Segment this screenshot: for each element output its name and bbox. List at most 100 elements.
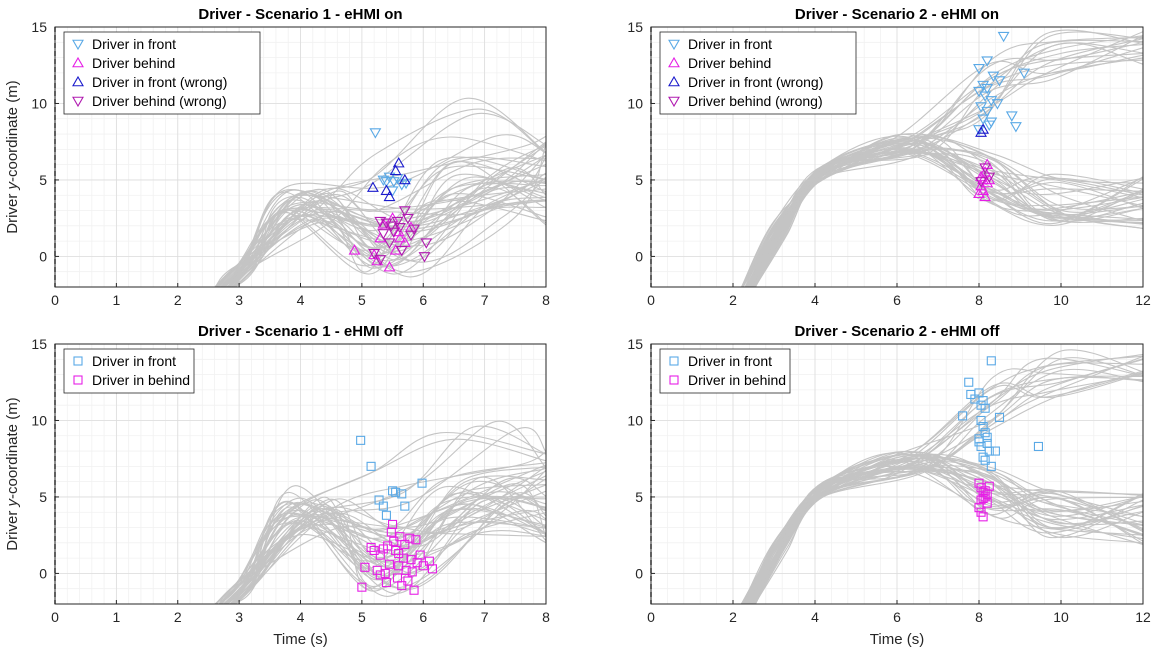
data-point (975, 177, 987, 188)
legend-marker (73, 356, 83, 366)
data-point (387, 227, 400, 239)
series-2 (366, 157, 411, 202)
trajectory-curve (754, 460, 1143, 604)
y-tick-label: 5 (39, 172, 47, 188)
series-1 (357, 519, 438, 595)
data-point (982, 432, 992, 442)
trajectory-curve (231, 508, 546, 604)
data-point (976, 415, 986, 426)
series-0 (958, 356, 1043, 471)
trajectory-curve (753, 150, 1143, 287)
trajectory-curve (745, 468, 1143, 604)
data-point (978, 452, 988, 462)
trajectory-curve (752, 469, 1143, 604)
data-point (984, 481, 994, 491)
trajectory-curve (234, 466, 546, 604)
data-point (981, 106, 994, 118)
trajectory-curves (741, 29, 1143, 287)
data-point (978, 422, 988, 432)
legend-marker (668, 56, 680, 68)
trajectory-curve (229, 176, 546, 287)
x-tick-label: 0 (647, 609, 655, 625)
x-tick-label: 8 (975, 292, 983, 308)
legend-marker (668, 39, 680, 51)
data-point (366, 542, 376, 552)
x-tick-label: 2 (729, 609, 737, 625)
data-point (383, 190, 396, 202)
x-tick-label: 2 (174, 292, 182, 308)
trajectory-curve (749, 376, 1143, 604)
y-tick-label: 5 (39, 489, 47, 505)
data-point (980, 428, 990, 438)
trajectory-curve (754, 466, 1143, 604)
legend-marker (669, 356, 679, 366)
legend-label: Driver in behind (92, 372, 190, 388)
legend-label: Driver behind (wrong) (688, 93, 823, 109)
data-point (407, 567, 417, 577)
data-point (380, 184, 393, 195)
legend-marker (668, 96, 680, 108)
data-point (991, 99, 1004, 110)
trajectory-curve (215, 157, 546, 287)
x-tick-label: 1 (112, 292, 120, 308)
x-tick-label: 5 (358, 609, 366, 625)
y-tick-label: 10 (31, 412, 47, 428)
trajectory-curve (223, 134, 546, 287)
series-1 (974, 478, 994, 522)
data-point (986, 461, 996, 471)
trajectory-curve (221, 451, 546, 604)
data-point (977, 123, 990, 134)
y-tick-label: 5 (635, 172, 643, 188)
trajectory-curve (743, 370, 1143, 604)
trajectory-curve (219, 484, 546, 604)
trajectory-curve (226, 156, 546, 287)
data-point (375, 550, 385, 560)
legend-label: Driver behind (wrong) (92, 93, 227, 109)
x-tick-label: 2 (174, 609, 182, 625)
data-point (380, 218, 393, 229)
data-point (366, 461, 376, 471)
data-point (389, 164, 402, 176)
trajectory-curve (754, 153, 1143, 287)
data-point (982, 438, 992, 448)
x-tick-label: 10 (1053, 292, 1069, 308)
x-tick-label: 6 (893, 292, 901, 308)
y-tick-label: 5 (635, 489, 643, 505)
y-tick-label: 15 (627, 336, 643, 352)
y-tick-label: 0 (39, 248, 47, 264)
legend-label: Driver in front (92, 353, 176, 369)
y-axis-label: Driver y-coordinate (m) (4, 397, 21, 550)
trajectory-curve (748, 358, 1143, 604)
trajectory-curve (741, 141, 1143, 287)
data-point (427, 564, 438, 574)
legend-label: Driver in behind (688, 372, 786, 388)
data-point (978, 512, 988, 522)
legend-label: Driver in front (92, 36, 176, 52)
data-point (366, 181, 379, 192)
data-point (388, 519, 398, 530)
x-tick-label: 3 (235, 292, 243, 308)
data-point (973, 63, 985, 75)
data-point (380, 568, 390, 578)
x-tick-label: 5 (358, 292, 366, 308)
legend-marker (668, 75, 680, 87)
trajectory-curve (754, 151, 1143, 287)
data-point (383, 261, 396, 272)
x-tick-label: 4 (297, 609, 305, 625)
data-point (984, 446, 994, 456)
x-tick-label: 4 (811, 292, 819, 308)
data-point (360, 562, 370, 572)
series-0 (973, 31, 1031, 136)
y-tick-label: 10 (627, 95, 643, 111)
series-3 (368, 206, 433, 266)
trajectory-curve (228, 97, 546, 287)
data-point (403, 576, 413, 586)
x-tick-label: 7 (481, 292, 489, 308)
data-point (406, 555, 416, 565)
data-point (400, 539, 410, 549)
x-tick-label: 6 (419, 292, 427, 308)
data-point (417, 478, 427, 488)
data-point (979, 163, 992, 174)
x-tick-label: 0 (647, 292, 655, 308)
trajectory-curve (750, 137, 1143, 287)
